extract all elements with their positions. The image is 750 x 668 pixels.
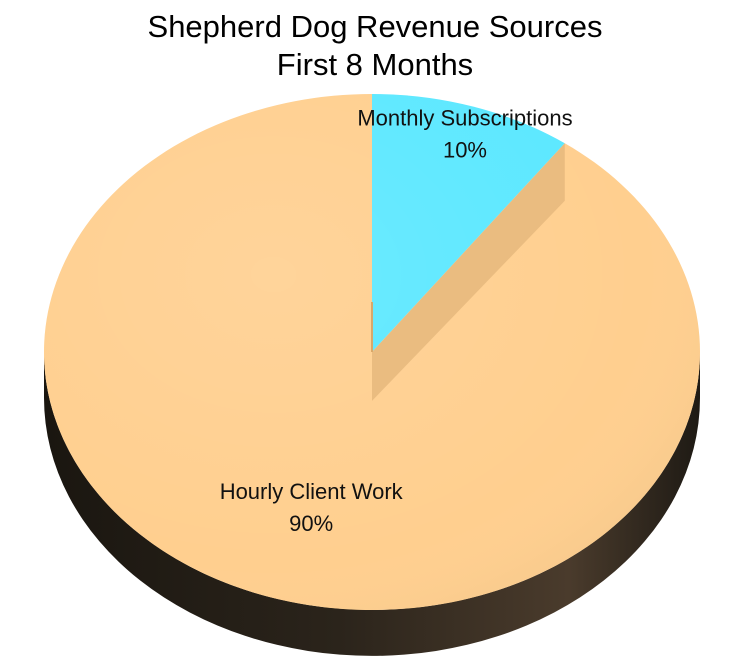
slice-value-hourly-client-work: 90%	[289, 511, 333, 536]
pie-side-wall-band	[44, 352, 700, 656]
slice-value-monthly-subscriptions: 10%	[443, 137, 487, 162]
slice-label-hourly-client-work: Hourly Client Work	[220, 479, 404, 504]
pie-inner-wall	[372, 143, 565, 401]
chart-title: Shepherd Dog Revenue Sources	[147, 9, 603, 44]
pie-labels: Monthly Subscriptions 10% Hourly Client Wo…	[220, 105, 573, 536]
chart-title-block: Shepherd Dog Revenue Sources First 8 Mon…	[0, 8, 750, 84]
chart-subtitle: First 8 Months	[276, 47, 474, 82]
pie-inner-walls	[371, 143, 565, 401]
slice-label-monthly-subscriptions: Monthly Subscriptions	[357, 105, 572, 130]
pie-side-wall	[44, 352, 700, 656]
